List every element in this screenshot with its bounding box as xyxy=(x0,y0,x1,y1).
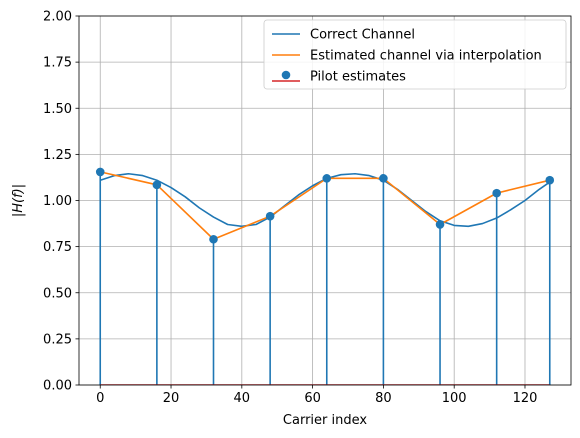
series-layer xyxy=(95,167,555,385)
pilot-marker xyxy=(492,188,501,198)
legend-swatch-marker xyxy=(281,70,291,80)
y-tick-label: 1.00 xyxy=(43,194,72,209)
x-tick-label: 0 xyxy=(96,391,104,406)
pilot-marker xyxy=(379,174,388,183)
x-tick-label: 20 xyxy=(163,391,180,406)
x-tick-label: 100 xyxy=(442,391,467,406)
pilot-marker xyxy=(435,220,445,229)
y-tick-label: 1.25 xyxy=(43,148,72,163)
pilot-marker xyxy=(545,175,555,185)
x-tick-label: 80 xyxy=(375,391,392,406)
y-tick-label: 1.50 xyxy=(43,102,72,117)
y-axis-title: |H(f)| xyxy=(11,184,26,217)
legend-box xyxy=(263,19,567,90)
tick-layer: 0 20 40 60 80 100 120 0.00 0.25 0.50 0.75 1.00 1.25 1… xyxy=(43,10,537,407)
pilot-marker xyxy=(95,167,105,177)
legend-label: Pilot estimates xyxy=(310,70,406,85)
pilot-marker xyxy=(152,180,162,190)
y-tick-label: 0.50 xyxy=(43,286,72,301)
y-tick-label: 0.75 xyxy=(43,240,72,255)
pilot-marker xyxy=(209,234,218,244)
pilot-marker xyxy=(322,174,332,183)
legend-label: Correct Channel xyxy=(310,28,415,43)
y-tick-label: 2.00 xyxy=(43,10,72,25)
x-tick-label: 40 xyxy=(234,391,251,406)
legend-label: Estimated channel via interpolation xyxy=(310,49,542,64)
x-tick-label: 60 xyxy=(304,391,321,406)
y-tick-label: 0.00 xyxy=(43,379,72,394)
legend: Correct Channel Estimated channel via int… xyxy=(263,19,567,90)
pilot-marker xyxy=(265,211,275,221)
y-tick-label: 0.25 xyxy=(43,332,72,347)
y-tick-label: 1.75 xyxy=(43,56,72,71)
x-axis-title: Carrier index xyxy=(283,413,367,428)
x-tick-label: 120 xyxy=(513,391,538,406)
